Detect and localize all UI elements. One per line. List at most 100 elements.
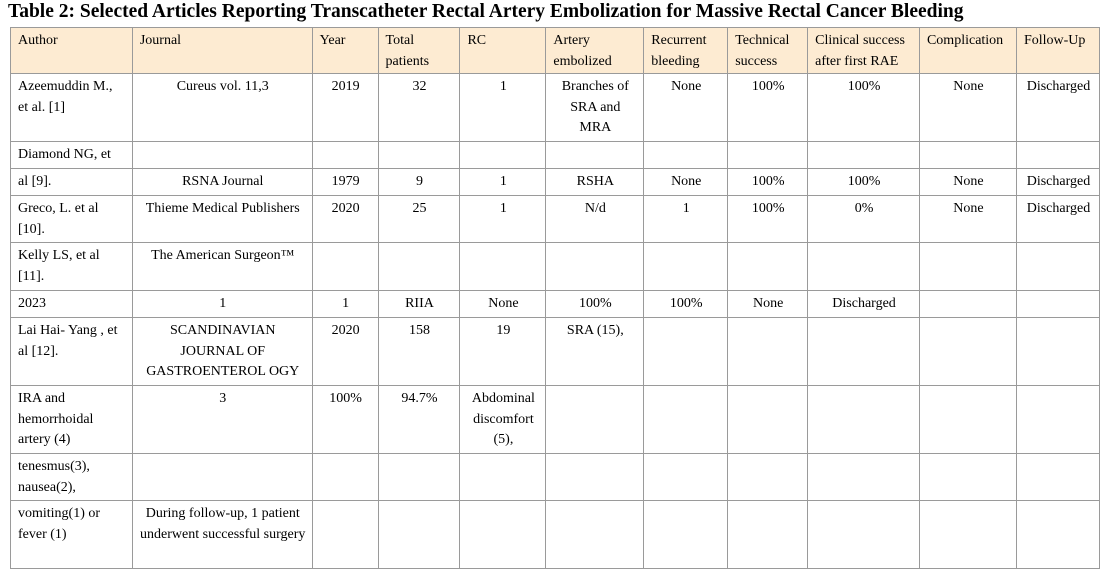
cell-total-patients (377, 141, 461, 169)
header-year: Year (311, 27, 379, 74)
table-title: Table 2: Selected Articles Reporting Tra… (8, 1, 964, 22)
cell-technical-success (727, 317, 809, 386)
cell-author: 2023 (10, 290, 133, 318)
cell-author: Greco, L. et al [10]. (10, 195, 133, 243)
cell-complication (918, 453, 1017, 501)
cell-year: 2020 (311, 317, 379, 386)
cell-year (311, 242, 379, 291)
cell-author: IRA and hemorrhoidal artery (4) (10, 385, 133, 454)
cell-total-patients: 25 (377, 195, 461, 243)
cell-rc: 1 (459, 195, 547, 243)
cell-technical-success: 100% (727, 73, 809, 142)
cell-technical-success: None (727, 290, 809, 318)
cell-technical-success (727, 385, 809, 454)
cell-technical-success (727, 242, 809, 291)
cell-total-patients: 32 (377, 73, 461, 142)
cell-artery-embolized (545, 242, 645, 291)
cell-year (311, 141, 379, 169)
cell-year: 2019 (311, 73, 379, 142)
cell-total-patients (377, 242, 461, 291)
cell-complication (918, 317, 1017, 386)
table-row: 2023 1 1 RIIA None 100% 100% None Discharged (10, 290, 1100, 318)
cell-complication: None (918, 195, 1017, 243)
cell-journal: During follow-up, 1 patient underwent su… (131, 500, 313, 569)
cell-recurrent-bleeding (643, 500, 729, 569)
header-row: Author Journal Year Total patients RC Ar… (10, 27, 1100, 74)
cell-year: 1 (311, 290, 379, 318)
cell-recurrent-bleeding: None (643, 73, 729, 142)
cell-recurrent-bleeding: 100% (643, 290, 729, 318)
cell-technical-success: 100% (727, 168, 809, 196)
cell-author: Diamond NG, et (10, 141, 133, 169)
cell-author: tenesmus(3), nausea(2), (10, 453, 133, 501)
cell-rc: Abdominal discomfort (5), (459, 385, 547, 454)
cell-rc (459, 500, 547, 569)
cell-follow-up (1015, 290, 1100, 318)
table-row: al [9]. RSNA Journal 1979 9 1 RSHA None 100% 100… (10, 168, 1100, 196)
header-follow-up: Follow-Up (1015, 27, 1100, 74)
cell-rc: None (459, 290, 547, 318)
cell-author: Lai Hai- Yang , et al [12]. (10, 317, 133, 386)
cell-clinical-success (807, 141, 920, 169)
cell-total-patients: 9 (377, 168, 461, 196)
header-author: Author (10, 27, 133, 74)
cell-complication: None (918, 168, 1017, 196)
cell-artery-embolized: Branches of SRA and MRA (545, 73, 645, 142)
cell-complication (918, 242, 1017, 291)
cell-follow-up (1015, 500, 1100, 569)
cell-total-patients: RIIA (377, 290, 461, 318)
cell-journal: 3 (131, 385, 313, 454)
cell-follow-up (1015, 242, 1100, 291)
cell-author: vomiting(1) or fever (1) (10, 500, 133, 569)
cell-follow-up (1015, 317, 1100, 386)
cell-artery-embolized: N/d (545, 195, 645, 243)
header-clinical-success: Clinical success after first RAE (807, 27, 920, 74)
cell-rc: 19 (459, 317, 547, 386)
cell-complication (918, 385, 1017, 454)
table-row: IRA and hemorrhoidal artery (4) 3 100% 94.7… (10, 385, 1100, 454)
cell-year: 1979 (311, 168, 379, 196)
cell-clinical-success (807, 317, 920, 386)
cell-rc (459, 141, 547, 169)
cell-journal (131, 141, 313, 169)
header-recurrent-bleeding: Recurrent bleeding (643, 27, 729, 74)
header-total-patients: Total patients (377, 27, 461, 74)
cell-journal (131, 453, 313, 501)
cell-year (311, 453, 379, 501)
cell-journal: Thieme Medical Publishers (131, 195, 313, 243)
cell-artery-embolized (545, 500, 645, 569)
cell-recurrent-bleeding (643, 453, 729, 501)
cell-follow-up: Discharged (1015, 195, 1100, 243)
cell-journal: SCANDINAVIAN JOURNAL OF GASTROENTEROL OG… (131, 317, 313, 386)
cell-total-patients (377, 500, 461, 569)
cell-follow-up: Discharged (1015, 168, 1100, 196)
cell-clinical-success (807, 500, 920, 569)
cell-total-patients: 158 (377, 317, 461, 386)
cell-clinical-success: Discharged (807, 290, 920, 318)
table-row: vomiting(1) or fever (1) During follow-up… (10, 500, 1100, 569)
cell-rc: 1 (459, 73, 547, 142)
header-complication: Complication (918, 27, 1017, 74)
cell-author: Azeemuddin M., et al. [1] (10, 73, 133, 142)
cell-recurrent-bleeding (643, 385, 729, 454)
articles-table: Author Journal Year Total patients RC Ar… (10, 27, 1100, 569)
header-journal: Journal (131, 27, 313, 74)
cell-follow-up (1015, 141, 1100, 169)
cell-clinical-success (807, 453, 920, 501)
table-row: Azeemuddin M., et al. [1] Cureus vol. 11,… (10, 73, 1100, 142)
cell-clinical-success: 100% (807, 168, 920, 196)
cell-artery-embolized (545, 141, 645, 169)
cell-artery-embolized: 100% (545, 290, 645, 318)
cell-artery-embolized: RSHA (545, 168, 645, 196)
cell-complication (918, 141, 1017, 169)
cell-year: 2020 (311, 195, 379, 243)
header-rc: RC (459, 27, 547, 74)
cell-journal: Cureus vol. 11,3 (131, 73, 313, 142)
cell-total-patients (377, 453, 461, 501)
cell-follow-up: Discharged (1015, 73, 1100, 142)
cell-rc: 1 (459, 168, 547, 196)
cell-technical-success (727, 453, 809, 501)
table-row: Kelly LS, et al [11]. The American Surgeo… (10, 242, 1100, 291)
cell-follow-up (1015, 453, 1100, 501)
cell-complication (918, 500, 1017, 569)
